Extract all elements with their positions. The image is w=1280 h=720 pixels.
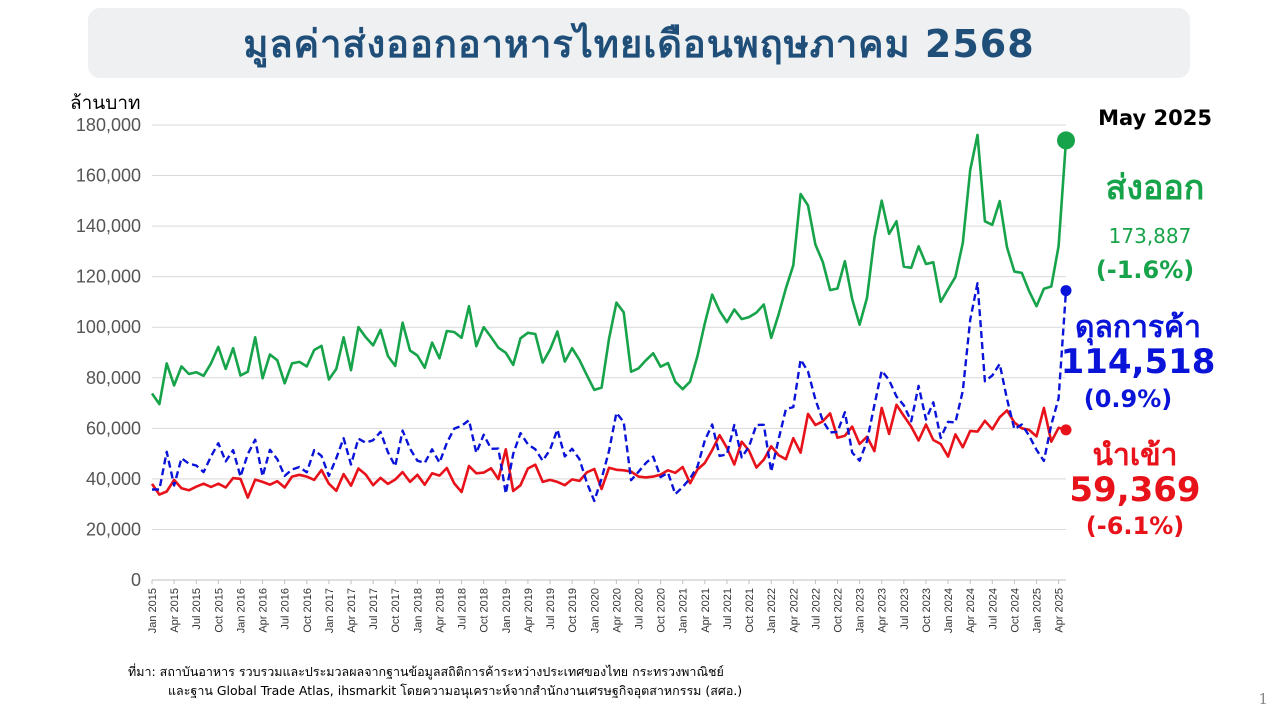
x-tick-label: Jan 2017 [324,588,336,633]
x-tick-label: Apr 2017 [346,588,358,633]
x-tick-label: Apr 2023 [877,588,889,633]
x-tick-label: Jan 2022 [766,588,778,633]
x-tick-labels: Jan 2015 Apr 2015 Jul 2015 Oct 2015 Jan 2016… [147,588,1066,633]
x-tick-label: Apr 2021 [700,588,712,633]
x-tick-label: Jul 2022 [810,588,822,630]
source-line-1: ที่มา: สถาบันอาหาร รวบรวมและประมวลผลจากฐ… [128,664,724,679]
y-tick-label: 100,000 [76,317,141,337]
month-label: May 2025 [1098,106,1212,130]
y-unit-label: ล้านบาท [70,92,141,114]
x-tick-label: Jul 2018 [457,588,469,630]
x-tick-label: Jul 2021 [722,588,734,630]
x-tick-label: Oct 2021 [744,588,756,633]
y-tick-label: 120,000 [76,267,141,287]
balance-change: (0.9%) [1083,385,1173,413]
x-tick-label: Apr 2015 [169,588,181,633]
x-tick-label: Oct 2018 [479,588,491,633]
x-tick-label: Apr 2016 [258,588,270,633]
import-value: 59,369 [1069,470,1201,510]
x-tick-label: Apr 2025 [1054,588,1066,633]
x-tick-label: Oct 2019 [567,588,579,633]
y-tick-label: 0 [131,570,141,590]
x-tick-label: Apr 2020 [611,588,623,633]
x-tick-label: Oct 2017 [390,588,402,633]
export-label: ส่งออก [1105,168,1205,208]
y-tick-label: 60,000 [86,418,141,438]
x-tick-label: Oct 2015 [213,588,225,633]
balance-value: 114,518 [1060,342,1216,382]
series-line [152,282,1068,503]
x-tick-label: Apr 2022 [788,588,800,633]
source-note: ที่มา: สถาบันอาหาร รวบรวมและประมวลผลจากฐ… [128,662,742,700]
source-line-2: และฐาน Global Trade Atlas, ihsmarkit โดย… [168,683,743,698]
balance-label: ดุลการค้า [1075,310,1201,345]
x-tick-label: Jan 2015 [147,588,159,633]
x-tick-label: Jan 2018 [412,588,424,633]
end-point-marker [1060,424,1072,436]
x-tick-label: Jan 2016 [235,588,247,633]
end-point-marker [1057,131,1075,150]
x-tick-label: Jan 2021 [678,588,690,633]
series-line [150,133,1068,406]
x-tick-label: Jan 2023 [855,588,867,633]
series-lines [150,133,1068,503]
x-tick-label: Oct 2023 [921,588,933,633]
x-tick-label: Apr 2024 [965,588,977,633]
page-title: มูลค่าส่งออกอาหารไทยเดือนพฤษภาคม 2568 [243,21,1035,66]
end-point-marker [1060,285,1072,297]
x-tick-label: Jul 2020 [633,588,645,630]
series-line [150,403,1067,499]
x-tick-label: Jan 2024 [943,588,955,633]
y-tick-label: 180,000 [76,115,141,135]
x-tick-label: Oct 2024 [1009,588,1021,633]
page-number: 1 [1258,690,1268,708]
x-tick-label: Apr 2018 [434,588,446,633]
grid-lines [151,124,1066,584]
export-change: (-1.6%) [1095,256,1195,284]
export-value: 173,887 [1108,224,1192,248]
x-tick-label: Jul 2024 [987,588,999,630]
y-tick-label: 20,000 [86,519,141,539]
import-change: (-6.1%) [1085,512,1185,540]
import-label: นำเข้า [1092,438,1178,473]
x-tick-label: Oct 2016 [302,588,314,633]
y-tick-label: 160,000 [76,166,141,186]
x-tick-label: Oct 2020 [656,588,668,633]
y-tick-label: 40,000 [86,469,141,489]
x-tick-label: Jan 2025 [1032,588,1044,633]
y-tick-labels: 0 20,000 40,000 60,000 80,000 100,000 120,000 1… [76,115,141,590]
x-tick-label: Jul 2015 [191,588,203,630]
x-tick-label: Jul 2017 [368,588,380,630]
x-tick-label: Oct 2022 [833,588,845,633]
x-tick-label: Jan 2020 [589,588,601,633]
end-markers [1057,131,1075,436]
title-box: มูลค่าส่งออกอาหารไทยเดือนพฤษภาคม 2568 [88,8,1190,78]
x-tick-label: Jul 2019 [545,588,557,630]
x-tick-label: Apr 2019 [523,588,535,633]
x-tick-label: Jul 2023 [899,588,911,630]
x-tick-label: Jul 2016 [280,588,292,630]
x-tick-label: Jan 2019 [501,588,513,633]
y-tick-label: 140,000 [76,216,141,236]
y-tick-label: 80,000 [86,368,141,388]
